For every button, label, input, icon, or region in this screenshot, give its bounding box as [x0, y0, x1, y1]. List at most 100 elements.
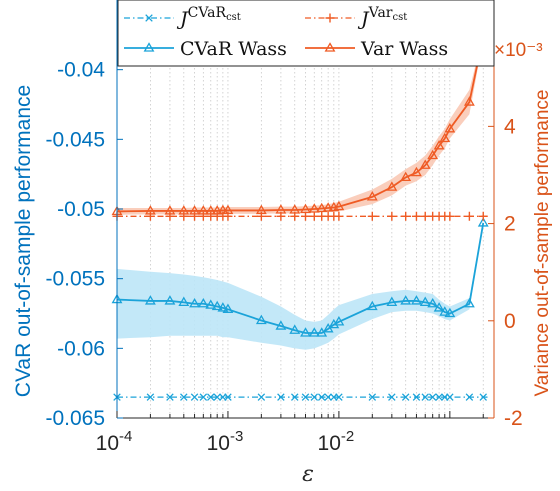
data-point	[463, 96, 475, 106]
legend-marker	[145, 14, 153, 22]
data-point	[317, 393, 326, 401]
data-point	[433, 140, 445, 150]
data-point	[301, 393, 310, 401]
data-point	[276, 211, 286, 221]
data-point	[165, 211, 175, 221]
x-tick-label: 10-4	[96, 428, 133, 455]
series-line-cvar-wass	[116, 222, 485, 334]
data-point	[146, 393, 155, 401]
data-point	[211, 300, 223, 311]
x-tick-base: 10	[207, 432, 230, 455]
data-point	[190, 393, 199, 401]
data-point	[433, 302, 445, 312]
left-tick-label: -0.045	[45, 128, 105, 151]
data-point	[179, 211, 189, 221]
data-point	[290, 211, 300, 221]
data-point	[275, 320, 287, 330]
data-point	[310, 393, 319, 401]
data-point	[199, 393, 208, 401]
data-point	[224, 393, 232, 401]
data-point	[479, 393, 488, 401]
data-point	[223, 211, 233, 221]
left-tick-label: -0.04	[57, 59, 105, 82]
data-point	[439, 306, 451, 316]
data-point	[444, 307, 456, 318]
data-point	[300, 327, 311, 337]
data-point	[419, 159, 431, 169]
data-point	[463, 297, 475, 308]
legend-box	[117, 0, 495, 67]
data-point	[427, 149, 439, 160]
data-point	[301, 211, 310, 221]
data-point	[316, 202, 328, 213]
left-tick-label: -0.06	[57, 337, 105, 360]
data-point	[205, 299, 217, 309]
data-point	[178, 296, 190, 307]
data-point	[465, 393, 474, 401]
data-point	[444, 122, 456, 133]
data-point	[166, 393, 174, 401]
x-tick-exponent: -3	[230, 428, 243, 445]
data-point	[427, 297, 439, 308]
left-tick-label: -0.055	[45, 268, 105, 291]
data-point	[324, 393, 332, 401]
left-tick-label: -0.065	[45, 407, 105, 430]
data-point	[257, 393, 266, 401]
data-point	[322, 202, 334, 212]
right-tick-label: 2	[504, 213, 516, 236]
data-point	[477, 217, 489, 227]
band-cvar-wass	[117, 220, 484, 350]
left-tick-label: -0.05	[57, 198, 105, 221]
data-point	[419, 296, 431, 307]
data-point	[367, 211, 377, 221]
data-point	[255, 314, 267, 325]
data-point	[478, 211, 488, 221]
data-point	[386, 296, 398, 307]
data-point	[277, 393, 285, 401]
legend-sub-superscript: cst	[393, 12, 408, 23]
data-point	[333, 316, 345, 326]
legend-label-var-wass: Var Wass	[360, 38, 448, 60]
data-point	[435, 393, 443, 401]
data-point	[401, 211, 411, 221]
axes	[116, 0, 495, 419]
data-point	[411, 166, 422, 177]
data-point	[289, 324, 301, 334]
data-point	[386, 181, 398, 191]
data-point	[400, 295, 412, 305]
data-point	[400, 171, 412, 182]
x-tick-exponent: -4	[119, 428, 132, 445]
right-tick-label: 4	[504, 115, 516, 138]
legend-marker	[325, 13, 335, 23]
data-point	[368, 393, 377, 401]
confidence-bands	[117, 34, 484, 350]
x-tick-label: 10-3	[207, 428, 244, 455]
data-point	[308, 327, 320, 337]
data-point	[190, 211, 200, 221]
data-point	[439, 132, 451, 143]
x-tick-label: 10-2	[318, 428, 355, 455]
x-tick-base: 10	[96, 432, 119, 455]
data-point	[333, 200, 345, 211]
legend-label-var-cst: JVarcst	[357, 5, 407, 30]
data-point	[421, 393, 429, 401]
data-point	[180, 393, 188, 401]
series-lines	[111, 30, 490, 401]
data-point	[445, 211, 455, 221]
legend-label-cvar-wass: CVaR Wass	[180, 38, 287, 60]
data-point	[412, 393, 421, 401]
legend-superscript: CVaR	[188, 5, 227, 21]
data-point	[197, 297, 209, 308]
x-tick-exponent: -2	[341, 428, 354, 445]
right-axis-label: Variance out-of-sample performance	[532, 90, 553, 397]
x-axis-label: ε	[302, 462, 314, 487]
data-point	[290, 393, 299, 401]
legend-marker	[143, 42, 155, 52]
data-point	[411, 211, 421, 221]
legend-symbol: J	[357, 8, 370, 30]
data-point	[213, 393, 221, 401]
data-point	[401, 393, 410, 401]
data-point	[256, 211, 266, 221]
legend: J CVaR cst JVarcst CVaR Wass Var Wass	[117, 0, 495, 67]
